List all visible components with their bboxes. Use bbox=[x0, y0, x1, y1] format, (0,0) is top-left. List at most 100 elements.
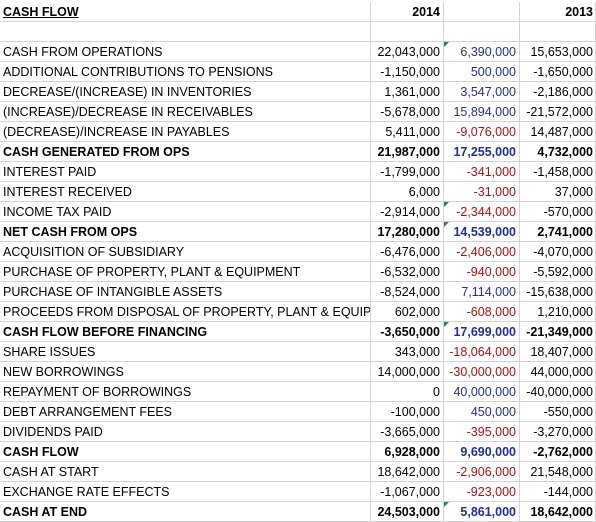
difference-cell[interactable]: 14,539,000 bbox=[444, 222, 520, 242]
value-2014-cell[interactable]: -6,532,000 bbox=[371, 262, 444, 282]
difference-cell[interactable]: -923,000 bbox=[444, 482, 520, 502]
value-2013-cell[interactable]: -15,638,000 bbox=[520, 282, 596, 302]
row-label-cell[interactable]: REPAYMENT OF BORROWINGS bbox=[0, 382, 371, 402]
value-2014-cell[interactable]: 18,642,000 bbox=[371, 462, 444, 482]
difference-cell[interactable]: -2,406,000 bbox=[444, 242, 520, 262]
row-label-cell[interactable]: INCOME TAX PAID bbox=[0, 202, 371, 222]
value-2013-cell[interactable]: -550,000 bbox=[520, 402, 596, 422]
row-label-cell[interactable]: (INCREASE)/DECREASE IN RECEIVABLES bbox=[0, 102, 371, 122]
sheet-title[interactable]: CASH FLOW bbox=[0, 2, 371, 22]
difference-cell[interactable]: -2,906,000 bbox=[444, 462, 520, 482]
value-2013-cell[interactable]: 4,732,000 bbox=[520, 142, 596, 162]
row-label-cell[interactable]: (DECREASE)/INCREASE IN PAYABLES bbox=[0, 122, 371, 142]
value-2014-cell[interactable]: 1,361,000 bbox=[371, 82, 444, 102]
difference-cell[interactable]: 3,547,000 bbox=[444, 82, 520, 102]
value-2014-cell[interactable]: 602,000 bbox=[371, 302, 444, 322]
row-label-cell[interactable]: CASH GENERATED FROM OPS bbox=[0, 142, 371, 162]
row-label-cell[interactable]: CASH AT START bbox=[0, 462, 371, 482]
value-2014-cell[interactable]: 14,000,000 bbox=[371, 362, 444, 382]
value-2014-cell[interactable]: -1,150,000 bbox=[371, 62, 444, 82]
row-label-cell[interactable]: CASH FLOW BEFORE FINANCING bbox=[0, 322, 371, 342]
difference-cell[interactable]: 9,690,000 bbox=[444, 442, 520, 462]
value-2013-cell[interactable]: 18,642,000 bbox=[520, 502, 596, 522]
value-2013-cell[interactable]: 2,741,000 bbox=[520, 222, 596, 242]
difference-cell[interactable]: -395,000 bbox=[444, 422, 520, 442]
value-2014-cell[interactable]: -100,000 bbox=[371, 402, 444, 422]
row-label-cell[interactable]: INTEREST RECEIVED bbox=[0, 182, 371, 202]
difference-cell[interactable]: 5,861,000 bbox=[444, 502, 520, 522]
difference-cell[interactable]: 6,390,000 bbox=[444, 42, 520, 62]
value-2013-cell[interactable]: -1,458,000 bbox=[520, 162, 596, 182]
difference-cell[interactable]: -940,000 bbox=[444, 262, 520, 282]
value-2014-cell[interactable]: 343,000 bbox=[371, 342, 444, 362]
value-2014-cell[interactable]: 6,000 bbox=[371, 182, 444, 202]
value-2013-cell[interactable]: -21,572,000 bbox=[520, 102, 596, 122]
value-2014-cell[interactable]: 17,280,000 bbox=[371, 222, 444, 242]
empty-cell[interactable] bbox=[371, 22, 444, 42]
value-2014-cell[interactable]: -3,665,000 bbox=[371, 422, 444, 442]
empty-cell[interactable] bbox=[444, 22, 520, 42]
value-2013-cell[interactable]: -570,000 bbox=[520, 202, 596, 222]
difference-cell[interactable]: 17,255,000 bbox=[444, 142, 520, 162]
year-2014-header[interactable]: 2014 bbox=[371, 2, 444, 22]
difference-cell[interactable]: -341,000 bbox=[444, 162, 520, 182]
value-2013-cell[interactable]: -3,270,000 bbox=[520, 422, 596, 442]
value-2013-cell[interactable]: -144,000 bbox=[520, 482, 596, 502]
row-label-cell[interactable]: DEBT ARRANGEMENT FEES bbox=[0, 402, 371, 422]
row-label-cell[interactable]: PROCEEDS FROM DISPOSAL OF PROPERTY, PLAN… bbox=[0, 302, 371, 322]
value-2014-cell[interactable]: -5,678,000 bbox=[371, 102, 444, 122]
diff-header-cell[interactable] bbox=[444, 2, 520, 22]
value-2014-cell[interactable]: -1,067,000 bbox=[371, 482, 444, 502]
value-2014-cell[interactable]: 6,928,000 bbox=[371, 442, 444, 462]
value-2014-cell[interactable]: -3,650,000 bbox=[371, 322, 444, 342]
value-2014-cell[interactable]: -8,524,000 bbox=[371, 282, 444, 302]
row-label-cell[interactable]: PURCHASE OF PROPERTY, PLANT & EQUIPMENT bbox=[0, 262, 371, 282]
value-2014-cell[interactable]: 24,503,000 bbox=[371, 502, 444, 522]
difference-cell[interactable]: 40,000,000 bbox=[444, 382, 520, 402]
value-2013-cell[interactable]: -2,762,000 bbox=[520, 442, 596, 462]
value-2013-cell[interactable]: -4,070,000 bbox=[520, 242, 596, 262]
value-2014-cell[interactable]: 22,043,000 bbox=[371, 42, 444, 62]
difference-cell[interactable]: -2,344,000 bbox=[444, 202, 520, 222]
row-label-cell[interactable]: ACQUISITION OF SUBSIDIARY bbox=[0, 242, 371, 262]
value-2013-cell[interactable]: 37,000 bbox=[520, 182, 596, 202]
difference-cell[interactable]: 7,114,000 bbox=[444, 282, 520, 302]
row-label-cell[interactable]: INTEREST PAID bbox=[0, 162, 371, 182]
difference-cell[interactable]: -30,000,000 bbox=[444, 362, 520, 382]
row-label-cell[interactable]: CASH FLOW bbox=[0, 442, 371, 462]
value-2014-cell[interactable]: -2,914,000 bbox=[371, 202, 444, 222]
difference-cell[interactable]: 500,000 bbox=[444, 62, 520, 82]
value-2013-cell[interactable]: -5,592,000 bbox=[520, 262, 596, 282]
value-2013-cell[interactable]: 1,210,000 bbox=[520, 302, 596, 322]
value-2013-cell[interactable]: 21,548,000 bbox=[520, 462, 596, 482]
value-2013-cell[interactable]: 44,000,000 bbox=[520, 362, 596, 382]
difference-cell[interactable]: -31,000 bbox=[444, 182, 520, 202]
difference-cell[interactable]: -9,076,000 bbox=[444, 122, 520, 142]
empty-cell[interactable] bbox=[520, 22, 596, 42]
value-2013-cell[interactable]: 18,407,000 bbox=[520, 342, 596, 362]
row-label-cell[interactable]: ADDITIONAL CONTRIBUTIONS TO PENSIONS bbox=[0, 62, 371, 82]
difference-cell[interactable]: -18,064,000 bbox=[444, 342, 520, 362]
difference-cell[interactable]: -608,000 bbox=[444, 302, 520, 322]
row-label-cell[interactable]: DECREASE/(INCREASE) IN INVENTORIES bbox=[0, 82, 371, 102]
value-2014-cell[interactable]: -1,799,000 bbox=[371, 162, 444, 182]
row-label-cell[interactable]: NET CASH FROM OPS bbox=[0, 222, 371, 242]
difference-cell[interactable]: 17,699,000 bbox=[444, 322, 520, 342]
value-2013-cell[interactable]: -21,349,000 bbox=[520, 322, 596, 342]
value-2013-cell[interactable]: -2,186,000 bbox=[520, 82, 596, 102]
value-2013-cell[interactable]: -40,000,000 bbox=[520, 382, 596, 402]
row-label-cell[interactable]: DIVIDENDS PAID bbox=[0, 422, 371, 442]
row-label-cell[interactable]: SHARE ISSUES bbox=[0, 342, 371, 362]
year-2013-header[interactable]: 2013 bbox=[520, 2, 596, 22]
value-2013-cell[interactable]: 14,487,000 bbox=[520, 122, 596, 142]
value-2014-cell[interactable]: 0 bbox=[371, 382, 444, 402]
row-label-cell[interactable]: EXCHANGE RATE EFFECTS bbox=[0, 482, 371, 502]
row-label-cell[interactable]: CASH FROM OPERATIONS bbox=[0, 42, 371, 62]
value-2014-cell[interactable]: 21,987,000 bbox=[371, 142, 444, 162]
empty-cell[interactable] bbox=[0, 22, 371, 42]
row-label-cell[interactable]: CASH AT END bbox=[0, 502, 371, 522]
value-2013-cell[interactable]: -1,650,000 bbox=[520, 62, 596, 82]
row-label-cell[interactable]: PURCHASE OF INTANGIBLE ASSETS bbox=[0, 282, 371, 302]
row-label-cell[interactable]: NEW BORROWINGS bbox=[0, 362, 371, 382]
difference-cell[interactable]: 450,000 bbox=[444, 402, 520, 422]
